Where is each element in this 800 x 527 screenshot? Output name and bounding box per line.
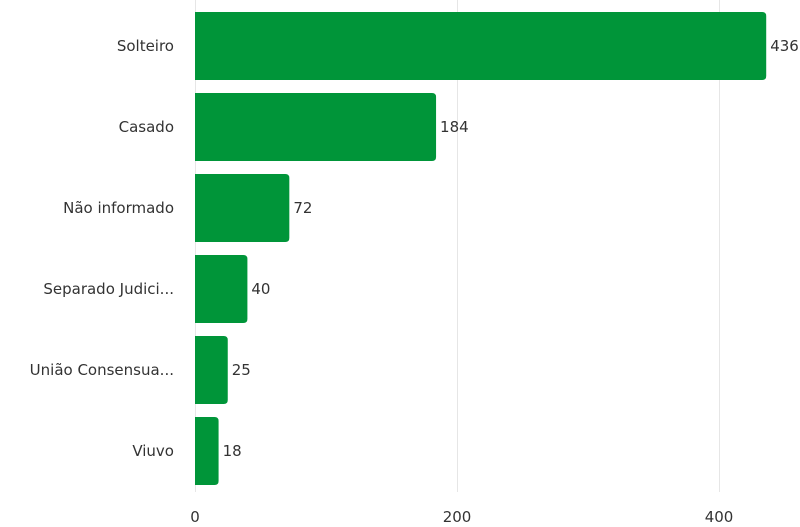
- bar-0: [195, 12, 767, 80]
- category-labels: Solteiro Casado Não informado Separado Judi…: [30, 37, 174, 460]
- x-axis-ticks: 0 200 400: [190, 508, 733, 526]
- value-labels: 436 184 72 40 25 18: [223, 37, 799, 460]
- x-tick-label-200: 200: [443, 508, 472, 526]
- x-tick-label-0: 0: [190, 508, 200, 526]
- value-label-0: 436: [770, 37, 799, 55]
- bar-4: [195, 336, 228, 404]
- category-label-0: Solteiro: [117, 37, 174, 55]
- x-tick-label-400: 400: [705, 508, 734, 526]
- category-label-5: Viuvo: [132, 442, 174, 460]
- category-label-1: Casado: [119, 118, 174, 136]
- bar-3: [195, 255, 248, 323]
- bar-2: [195, 174, 290, 242]
- bar-1: [195, 93, 437, 161]
- category-label-2: Não informado: [63, 199, 174, 217]
- category-label-3: Separado Judici...: [43, 280, 174, 298]
- grid-lines: [195, 0, 720, 492]
- value-label-4: 25: [232, 361, 251, 379]
- value-label-3: 40: [251, 280, 270, 298]
- value-label-2: 72: [293, 199, 312, 217]
- category-label-4: União Consensua...: [30, 361, 174, 379]
- bars: [195, 12, 767, 485]
- value-label-5: 18: [223, 442, 242, 460]
- value-label-1: 184: [440, 118, 469, 136]
- bar-5: [195, 417, 219, 485]
